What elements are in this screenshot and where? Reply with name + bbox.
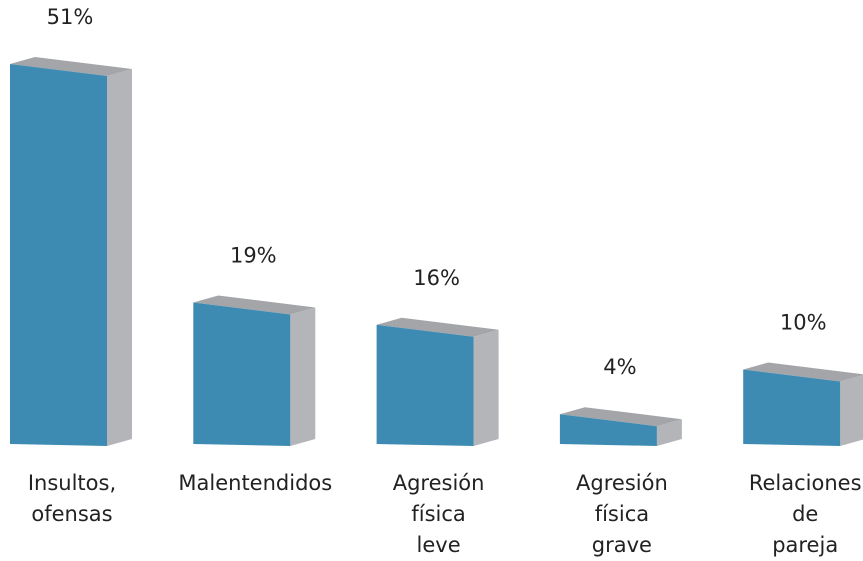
bar-top — [559, 407, 682, 427]
x-tick-label: Agresión física leve — [393, 471, 485, 557]
value-label: 4% — [603, 355, 636, 379]
bar-front — [193, 302, 291, 446]
bar-front — [376, 324, 474, 446]
value-label: 51% — [47, 5, 94, 29]
value-label: 19% — [230, 243, 277, 267]
value-label: 10% — [780, 311, 827, 335]
value-label: 16% — [413, 266, 460, 290]
x-tick-label: Malentendidos — [178, 471, 332, 495]
bar-top — [10, 57, 132, 77]
bar-front — [559, 414, 657, 446]
bar — [376, 317, 499, 446]
bar — [743, 362, 863, 446]
bar-side — [107, 69, 132, 447]
x-tick-label: Agresión física grave — [576, 471, 668, 557]
bar-side — [840, 375, 863, 446]
bar-front — [743, 369, 841, 446]
x-tick-label: Insultos, ofensas — [28, 471, 116, 526]
bar — [193, 295, 316, 446]
bar-side — [473, 329, 499, 446]
bar — [559, 407, 682, 446]
bar-top — [376, 317, 499, 337]
x-tick-label: Relaciones de pareja — [749, 471, 862, 557]
bar-top — [743, 362, 863, 382]
bar — [10, 57, 132, 447]
bar-top — [193, 295, 316, 315]
bar-side — [290, 307, 316, 446]
bar-front — [10, 64, 107, 447]
bar-side — [656, 419, 682, 446]
